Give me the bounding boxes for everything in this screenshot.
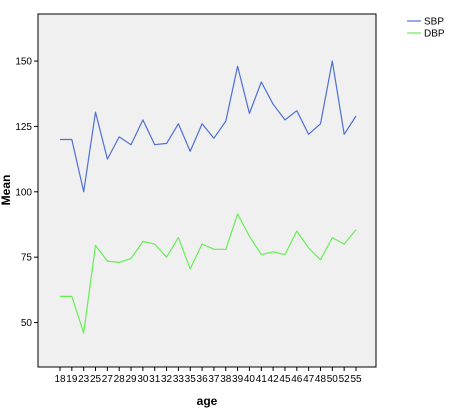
x-tick-label: 55	[350, 374, 362, 385]
x-tick-label: 23	[78, 374, 90, 385]
x-tick-label: 29	[125, 374, 137, 385]
x-tick-label: 47	[303, 374, 315, 385]
series-line-dbp	[60, 213, 357, 334]
x-tick-label: 38	[220, 374, 232, 385]
x-tick-label: 18	[54, 374, 66, 385]
x-tick-label: 42	[268, 374, 280, 385]
x-tick-label: 19	[66, 374, 78, 385]
x-tick-label: 52	[339, 374, 351, 385]
y-tick-label: 125	[15, 122, 32, 133]
x-axis-ticks: 18 19 23 25 27 28 29 30 31 32 33 35 36 37 38 39 40 41 42 45…	[54, 367, 362, 385]
x-tick-label: 36	[197, 374, 209, 385]
x-tick-label: 33	[173, 374, 185, 385]
x-axis-title: age	[197, 394, 218, 408]
x-tick-label: 31	[149, 374, 161, 385]
x-tick-label: 45	[279, 374, 291, 385]
x-tick-label: 35	[185, 374, 197, 385]
y-axis-title: Mean	[0, 175, 13, 206]
plot-area	[37, 13, 377, 368]
legend-label-dbp: DBP	[424, 29, 445, 40]
x-tick-label: 30	[137, 374, 149, 385]
legend-label-sbp: SBP	[424, 17, 444, 28]
x-tick-label: 28	[114, 374, 126, 385]
x-tick-label: 50	[327, 374, 339, 385]
y-tick-label: 50	[21, 318, 33, 329]
y-tick-label: 75	[21, 253, 33, 264]
y-axis-ticks: 50 75 100 125 150	[15, 57, 38, 329]
x-tick-label: 46	[291, 374, 303, 385]
x-tick-label: 32	[161, 374, 173, 385]
y-tick-label: 150	[15, 57, 32, 68]
x-tick-label: 48	[315, 374, 327, 385]
series-line-sbp	[60, 60, 357, 193]
x-tick-label: 39	[232, 374, 244, 385]
x-tick-label: 25	[90, 374, 102, 385]
y-tick-label: 100	[15, 187, 32, 198]
series-lines	[60, 60, 357, 334]
x-tick-label: 40	[244, 374, 256, 385]
x-tick-label: 27	[102, 374, 114, 385]
x-tick-label: 37	[208, 374, 220, 385]
x-tick-label: 41	[256, 374, 268, 385]
